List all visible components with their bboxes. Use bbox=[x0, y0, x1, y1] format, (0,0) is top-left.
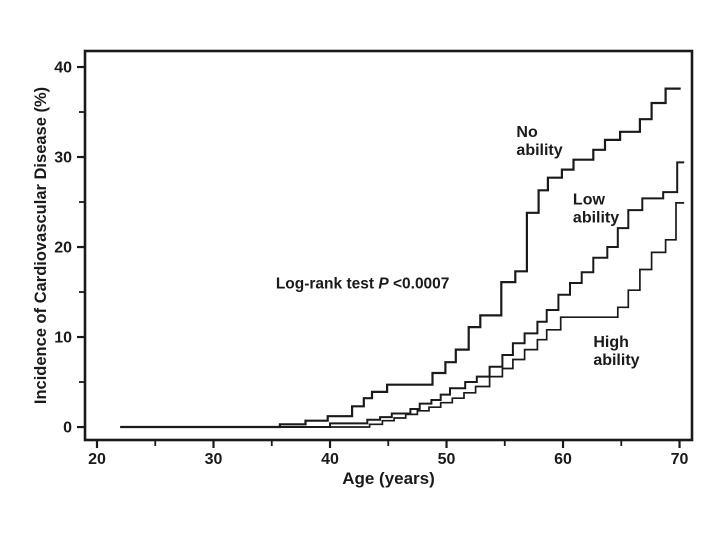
series-line-low-ability bbox=[120, 161, 685, 428]
curve-label-low-ability: Low ability bbox=[573, 192, 619, 227]
annotation-log-rank: Log-rank test P <0.0007 bbox=[276, 275, 450, 292]
y-axis-title: Incidence of Cardiovascular Disease (%) bbox=[32, 87, 50, 404]
x-axis-tick-label: 50 bbox=[438, 451, 456, 468]
y-axis-tick-label: 10 bbox=[54, 330, 72, 347]
x-axis-tick-label: 70 bbox=[671, 451, 689, 468]
series-line-high-ability bbox=[120, 202, 685, 428]
x-axis-title: Age (years) bbox=[342, 469, 435, 488]
x-axis-tick-label: 40 bbox=[321, 451, 339, 468]
x-axis-tick-label: 30 bbox=[205, 451, 223, 468]
y-axis-tick-label: 20 bbox=[54, 240, 72, 257]
y-axis-tick-label: 0 bbox=[63, 420, 72, 437]
x-axis-tick-label: 20 bbox=[88, 451, 106, 468]
plot-frame bbox=[83, 49, 694, 442]
series-line-no-ability bbox=[120, 87, 681, 429]
x-axis-tick-label: 60 bbox=[554, 451, 572, 468]
y-axis-tick-label: 40 bbox=[54, 60, 72, 77]
curve-label-high-ability: High ability bbox=[593, 334, 639, 369]
curve-label-no-ability: No ability bbox=[516, 124, 562, 159]
y-axis-tick-label: 30 bbox=[54, 150, 72, 167]
